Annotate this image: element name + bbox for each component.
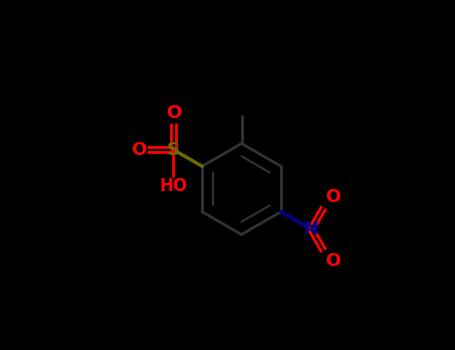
Text: HO: HO — [159, 177, 187, 195]
Text: S: S — [167, 141, 180, 159]
Text: O: O — [325, 252, 340, 271]
Text: O: O — [325, 188, 340, 206]
Text: O: O — [131, 141, 146, 159]
Text: O: O — [166, 104, 181, 122]
Text: N: N — [304, 220, 318, 238]
